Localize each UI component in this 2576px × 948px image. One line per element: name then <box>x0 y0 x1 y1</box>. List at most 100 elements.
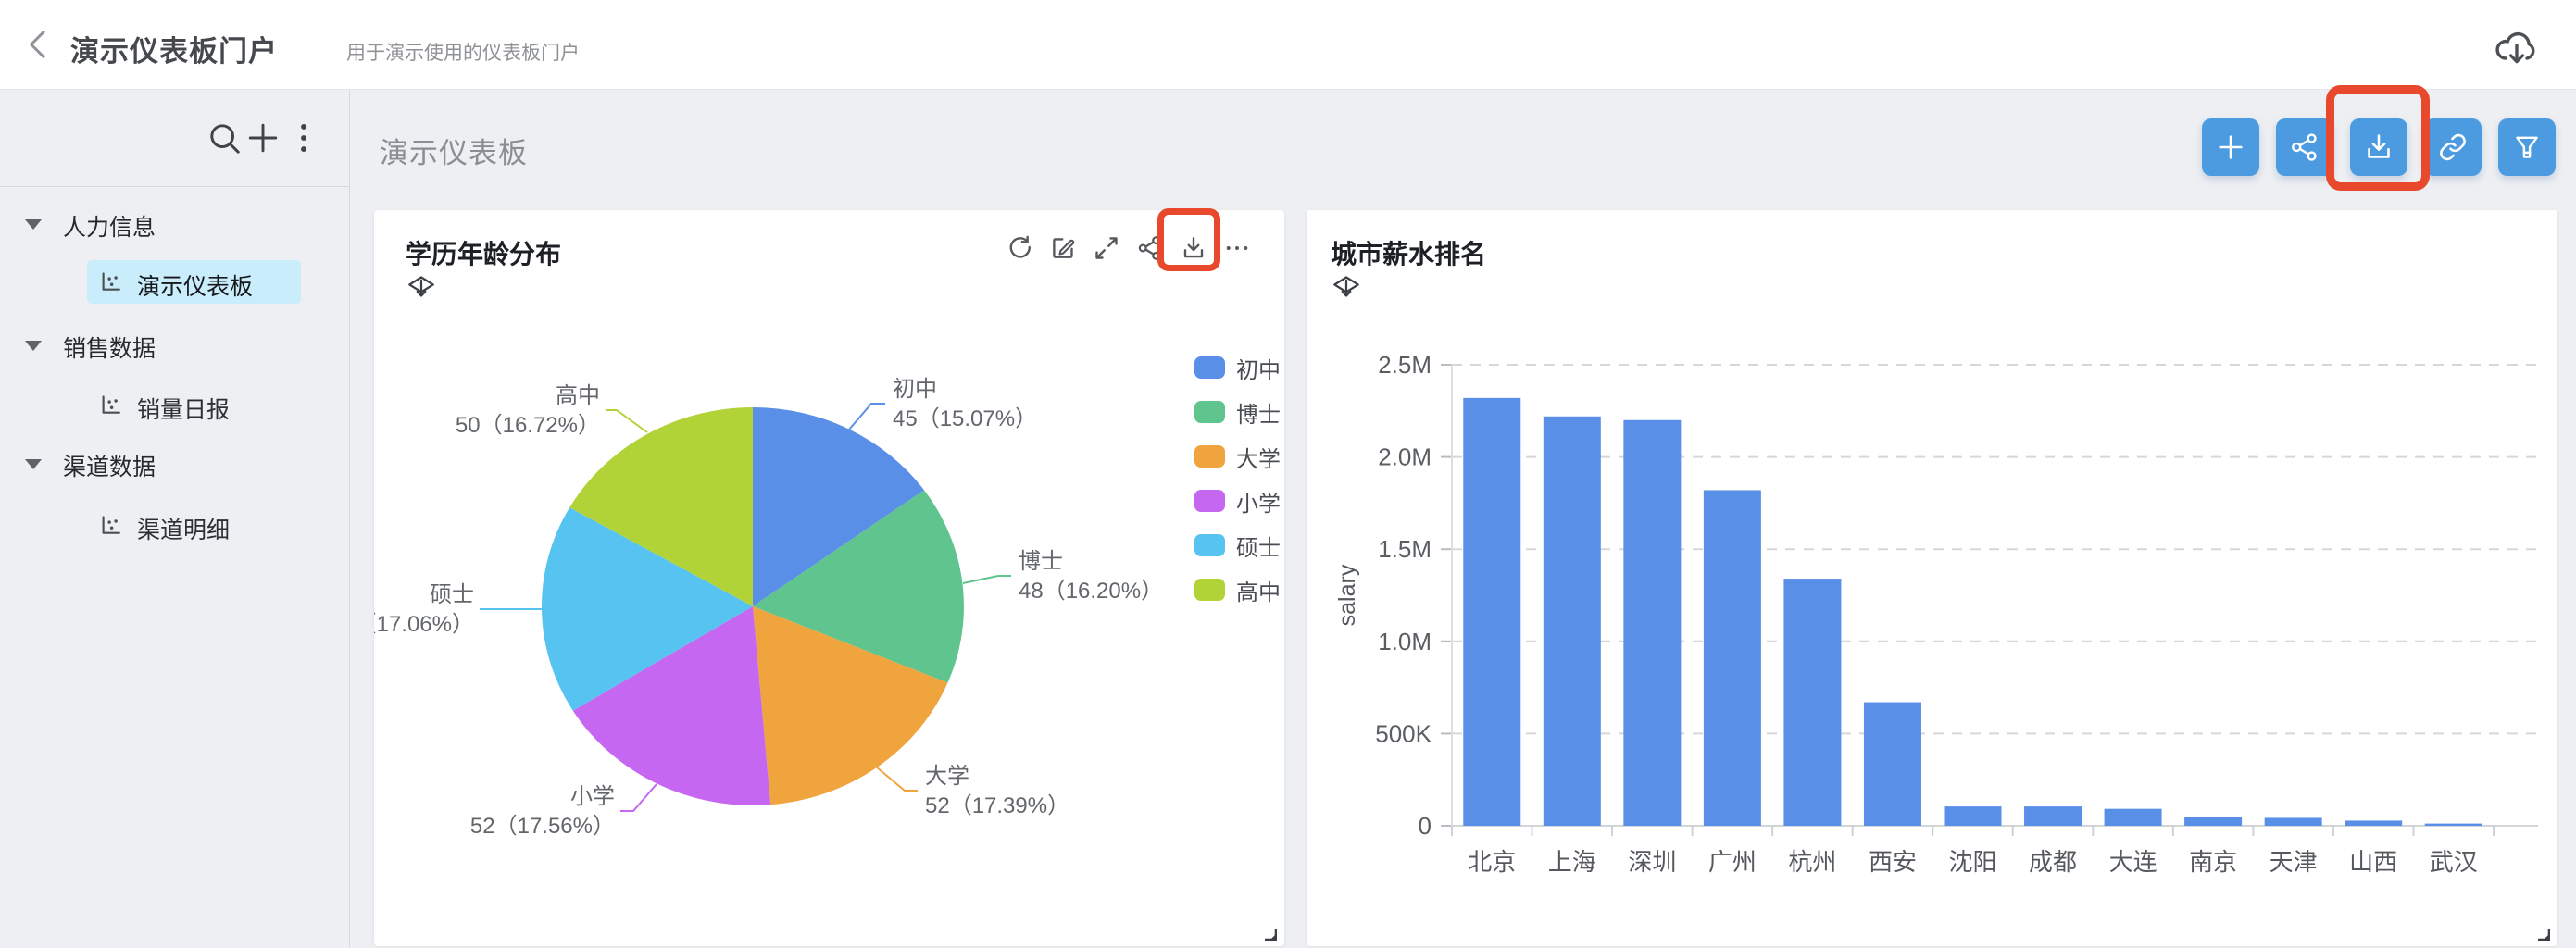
bar-大连[interactable] <box>2104 808 2162 826</box>
legend-item-高中[interactable]: 高中 <box>1194 579 1281 605</box>
y-tick-label: 1.5M <box>1378 535 1432 563</box>
pie-label-value: 52（17.39%） <box>925 793 1069 818</box>
drill-icon[interactable] <box>1331 271 1362 303</box>
bar-北京[interactable] <box>1463 397 1521 826</box>
bar-chart-svg: salary 0 500K 1.0M 1.5M 2.0M 2.5M 北京 上海 深圳 广州 杭州 西安 沈… <box>1334 351 2538 876</box>
x-tick-label: 上海 <box>1548 848 1596 876</box>
drill-icon[interactable] <box>406 271 437 303</box>
tree-group-channel[interactable]: 渠道数据 <box>0 442 350 484</box>
chart-scatter-icon <box>98 269 123 294</box>
bar-山西[interactable] <box>2345 820 2403 826</box>
legend-label: 高中 <box>1236 580 1281 605</box>
pie-label-name: 小学 <box>570 784 615 809</box>
tree-group-sales[interactable]: 销售数据 <box>0 323 350 366</box>
download-button[interactable] <box>1180 234 1207 262</box>
tree-item-channel-detail[interactable]: 渠道明细 <box>0 504 350 546</box>
bar-上海[interactable] <box>1543 416 1601 826</box>
legend-swatch <box>1194 401 1225 423</box>
x-tick-label: 山西 <box>2349 848 2397 876</box>
legend-item-小学[interactable]: 小学 <box>1194 490 1281 517</box>
legend-item-大学[interactable]: 大学 <box>1194 445 1281 472</box>
plus-icon <box>248 123 278 153</box>
filter-button[interactable] <box>2498 118 2556 176</box>
x-tick-label: 深圳 <box>1628 848 1676 876</box>
legend-label: 初中 <box>1236 357 1281 383</box>
pie-slice-博士[interactable] <box>753 490 964 683</box>
pie-label-line <box>848 403 885 430</box>
sidebar-divider <box>0 186 350 187</box>
download-button[interactable] <box>2350 118 2407 176</box>
pie-label-line <box>876 767 918 792</box>
more-button[interactable] <box>1223 234 1251 262</box>
tree-item-demo-dashboard[interactable]: 演示仪表板 <box>0 260 350 304</box>
legend-item-初中[interactable]: 初中 <box>1194 356 1281 383</box>
sidebar: 人力信息 演示仪表板 销售数据 销量日报 <box>0 90 350 948</box>
card-title: 城市薪水排名 <box>1331 240 1487 268</box>
bar-深圳[interactable] <box>1623 419 1682 826</box>
more-options-button[interactable] <box>283 118 324 158</box>
pie-slice-大学[interactable] <box>753 606 948 805</box>
tree-group-hr[interactable]: 人力信息 <box>0 202 350 244</box>
cloud-download-button[interactable] <box>2491 22 2543 70</box>
pie-label-value: 51（17.06%） <box>374 612 474 637</box>
tree-group-label: 渠道数据 <box>63 455 156 480</box>
search-button[interactable] <box>204 118 244 158</box>
share-button[interactable] <box>2276 118 2333 176</box>
x-tick-label: 沈阳 <box>1948 848 1996 876</box>
back-button[interactable] <box>20 26 57 63</box>
edit-icon <box>1053 238 1075 258</box>
chevron-left-icon <box>30 31 45 58</box>
bar-武汉[interactable] <box>2424 823 2482 826</box>
legend-swatch <box>1194 490 1225 512</box>
pie-label-name: 高中 <box>556 383 600 408</box>
legend-label: 小学 <box>1236 491 1281 517</box>
legend-swatch <box>1194 445 1225 468</box>
link-button[interactable] <box>2424 118 2482 176</box>
sidebar-toolbar <box>0 118 349 158</box>
pie-label-value: 45（15.07%） <box>893 406 1037 431</box>
download-icon <box>1183 237 1204 258</box>
y-tick-label: 2.5M <box>1378 351 1432 379</box>
chart-scatter-icon <box>98 393 123 418</box>
bar-天津[interactable] <box>2264 817 2322 826</box>
add-button[interactable] <box>243 118 283 158</box>
legend-item-硕士[interactable]: 硕士 <box>1194 534 1281 561</box>
pie-slice-初中[interactable] <box>753 407 924 606</box>
bar-成都[interactable] <box>2024 806 2082 826</box>
tree-leaf-label: 演示仪表板 <box>137 274 254 300</box>
legend-item-博士[interactable]: 博士 <box>1194 401 1281 428</box>
download-icon <box>2368 134 2390 158</box>
expand-icon <box>1095 237 1118 259</box>
x-tick-label: 武汉 <box>2430 848 2478 876</box>
tree-group-label: 销售数据 <box>63 336 156 362</box>
refresh-button[interactable] <box>1006 234 1033 262</box>
tree-group-label: 人力信息 <box>63 215 156 241</box>
bar-广州[interactable] <box>1703 490 1761 826</box>
portal-subtitle: 用于演示使用的仪表板门户 <box>346 43 580 64</box>
caret-down-icon[interactable] <box>25 341 42 351</box>
legend-label: 大学 <box>1236 446 1281 472</box>
pie-slice-高中[interactable] <box>569 407 753 606</box>
y-tick-label: 500K <box>1375 719 1432 747</box>
legend-label: 硕士 <box>1236 535 1281 561</box>
bar-杭州[interactable] <box>1783 579 1842 826</box>
share-button[interactable] <box>1136 234 1164 262</box>
bar-沈阳[interactable] <box>1944 806 2002 826</box>
tree-item-sales-daily[interactable]: 销量日报 <box>0 383 350 426</box>
pie-label-value: 48（16.20%） <box>1019 579 1163 604</box>
pie-slice-硕士[interactable] <box>541 507 753 711</box>
add-component-button[interactable] <box>2202 118 2259 176</box>
y-tick-label: 1.0M <box>1378 628 1432 655</box>
resize-handle-icon[interactable] <box>2535 926 2550 941</box>
filter-icon <box>2516 136 2538 158</box>
expand-button[interactable] <box>1093 234 1120 262</box>
caret-down-icon[interactable] <box>25 459 42 469</box>
edit-button[interactable] <box>1049 234 1077 262</box>
caret-down-icon[interactable] <box>25 219 42 230</box>
pie-slice-小学[interactable] <box>572 606 771 805</box>
bar-西安[interactable] <box>1863 702 1921 826</box>
bar-南京[interactable] <box>2184 817 2243 826</box>
resize-handle-icon[interactable] <box>1262 926 1277 941</box>
x-tick-label: 南京 <box>2189 848 2237 876</box>
